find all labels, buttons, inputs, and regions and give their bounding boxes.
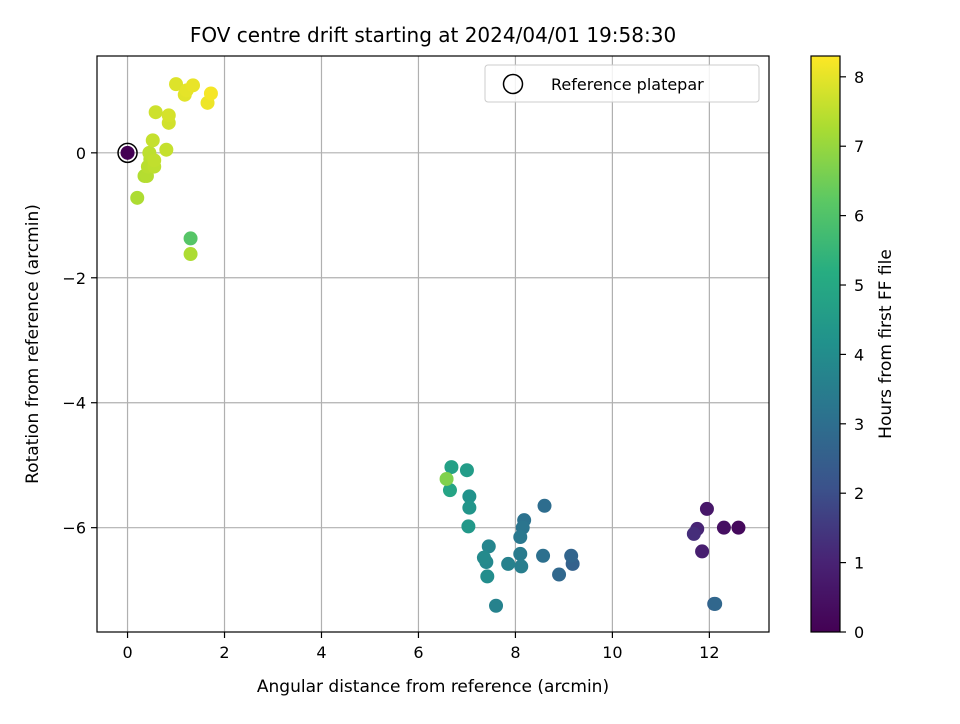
data-point xyxy=(186,78,200,93)
y-tick-label: −2 xyxy=(62,269,86,288)
data-point xyxy=(537,498,552,513)
x-tick-label: 0 xyxy=(122,643,132,662)
data-point xyxy=(159,142,174,157)
colorbar-label: Hours from first FF file xyxy=(876,249,896,439)
data-point xyxy=(439,471,454,486)
data-point xyxy=(695,544,710,559)
data-point xyxy=(145,133,160,148)
x-tick-label: 6 xyxy=(413,643,423,662)
data-point xyxy=(169,77,184,92)
colorbar-tick-label: 1 xyxy=(854,554,864,573)
x-tick-label: 12 xyxy=(699,643,719,662)
colorbar-tick-label: 6 xyxy=(854,207,864,226)
axis-ticks: 0 2 4 6 8 10 12 0 −2 −4 −6 xyxy=(62,144,719,662)
data-point xyxy=(564,548,579,563)
grid-lines xyxy=(97,56,769,632)
data-point xyxy=(489,598,504,613)
legend-box xyxy=(484,64,760,103)
colorbar-tick-label: 3 xyxy=(854,415,864,434)
data-point xyxy=(444,460,459,475)
y-axis-label: Rotation from reference (arcmin) xyxy=(23,204,43,484)
chart-title: FOV centre drift starting at 2024/04/01 … xyxy=(190,23,676,47)
data-point xyxy=(148,105,163,120)
plot-frame xyxy=(96,55,770,633)
colorbar-tick-label: 7 xyxy=(854,137,864,156)
y-tick-label: −4 xyxy=(62,394,86,413)
colorbar-tick-label: 2 xyxy=(854,484,864,503)
data-point xyxy=(699,501,714,516)
data-point xyxy=(203,86,218,101)
data-point xyxy=(514,559,529,574)
data-point xyxy=(552,567,567,582)
data-point xyxy=(708,596,723,611)
data-point xyxy=(161,108,176,123)
data-point xyxy=(536,548,551,563)
legend-marker-reference xyxy=(502,73,524,95)
x-tick-label: 4 xyxy=(316,643,326,662)
x-tick-label: 10 xyxy=(602,643,622,662)
data-point xyxy=(501,556,516,571)
x-tick-label: 2 xyxy=(219,643,229,662)
colorbar-tick-label: 0 xyxy=(854,623,864,642)
y-tick-label: −6 xyxy=(62,519,86,538)
data-point xyxy=(513,530,528,545)
colorbar: 0 1 2 3 4 5 6 7 8 Hours from first FF file xyxy=(810,55,896,642)
data-point xyxy=(120,145,135,160)
data-point xyxy=(462,500,477,515)
reference-marker xyxy=(117,142,138,164)
colorbar-ticks: 0 1 2 3 4 5 6 7 8 xyxy=(840,68,864,642)
data-point xyxy=(130,190,145,205)
colorbar-tick-label: 8 xyxy=(854,68,864,87)
colorbar-tick-label: 5 xyxy=(854,276,864,295)
x-axis-label: Angular distance from reference (arcmin) xyxy=(257,677,609,697)
data-point xyxy=(731,520,746,535)
data-point xyxy=(461,519,476,534)
colorbar-gradient xyxy=(810,55,841,633)
legend: Reference platepar xyxy=(484,64,760,103)
data-point xyxy=(459,463,474,478)
data-point xyxy=(481,539,496,554)
data-point xyxy=(686,526,701,541)
data-point xyxy=(476,550,491,565)
data-point xyxy=(183,247,198,262)
data-point xyxy=(716,520,731,535)
reference-point xyxy=(117,142,138,164)
data-point xyxy=(442,483,457,498)
colorbar-tick-label: 4 xyxy=(854,345,864,364)
data-point xyxy=(462,489,477,504)
data-point xyxy=(147,153,162,168)
x-tick-label: 8 xyxy=(510,643,520,662)
legend-label-reference: Reference platepar xyxy=(551,75,704,94)
data-point xyxy=(480,569,495,584)
data-point xyxy=(183,231,198,246)
y-tick-label: 0 xyxy=(76,144,86,163)
data-point xyxy=(513,546,528,561)
data-points xyxy=(120,77,746,613)
